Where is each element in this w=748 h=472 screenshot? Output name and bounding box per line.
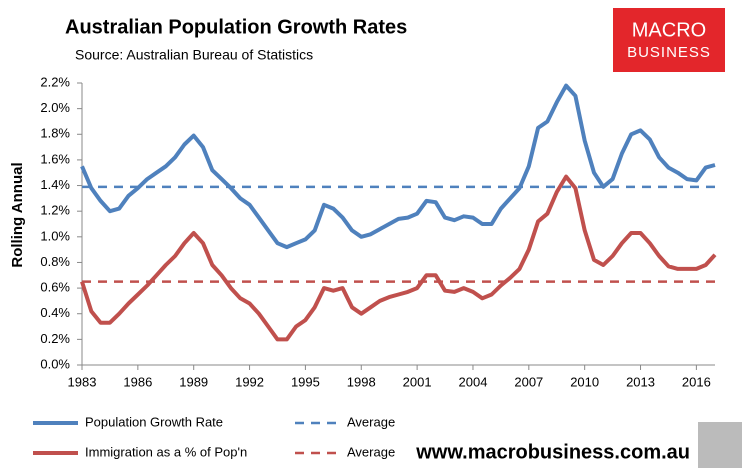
x-tick-label: 2007 [514, 374, 543, 389]
y-tick-label: 1.8% [40, 126, 70, 141]
y-tick-label: 0.4% [40, 305, 70, 320]
logo-text: BUSINESS [627, 44, 711, 61]
y-tick-label: 1.4% [40, 177, 70, 192]
y-tick-label: 0.8% [40, 254, 70, 269]
legend-label: Average [347, 414, 395, 429]
y-tick-label: 2.0% [40, 100, 70, 115]
footer-url: www.macrobusiness.com.au [415, 441, 690, 463]
y-tick-label: 0.6% [40, 280, 70, 295]
series-line [80, 174, 717, 342]
chart-title: Australian Population Growth Rates [65, 16, 407, 38]
y-tick-label: 1.6% [40, 151, 70, 166]
y-tick-label: 1.2% [40, 203, 70, 218]
x-tick-label: 1992 [235, 374, 264, 389]
logo-box [613, 8, 725, 72]
y-tick-label: 1.0% [40, 228, 70, 243]
x-tick-label: 2010 [570, 374, 599, 389]
x-tick-label: 2016 [682, 374, 711, 389]
x-tick-label: 1989 [179, 374, 208, 389]
x-tick-label: 1986 [123, 374, 152, 389]
series-line [80, 83, 716, 250]
x-tick-label: 2004 [459, 374, 488, 389]
y-axis-label: Rolling Annual [9, 162, 26, 267]
y-tick-label: 2.2% [40, 74, 70, 89]
legend-label: Immigration as a % of Pop'n [85, 444, 247, 459]
x-tick-label: 1998 [347, 374, 376, 389]
x-tick-label: 2001 [403, 374, 432, 389]
chart-subtitle: Source: Australian Bureau of Statistics [75, 47, 313, 63]
legend-label: Average [347, 444, 395, 459]
x-tick-label: 1995 [291, 374, 320, 389]
legend-label: Population Growth Rate [85, 414, 223, 429]
x-tick-label: 2013 [626, 374, 655, 389]
y-tick-label: 0.2% [40, 331, 70, 346]
x-tick-label: 1983 [68, 374, 97, 389]
logo-text: MACRO [632, 19, 706, 41]
wolf-icon [698, 422, 742, 468]
y-tick-label: 0.0% [40, 356, 70, 371]
